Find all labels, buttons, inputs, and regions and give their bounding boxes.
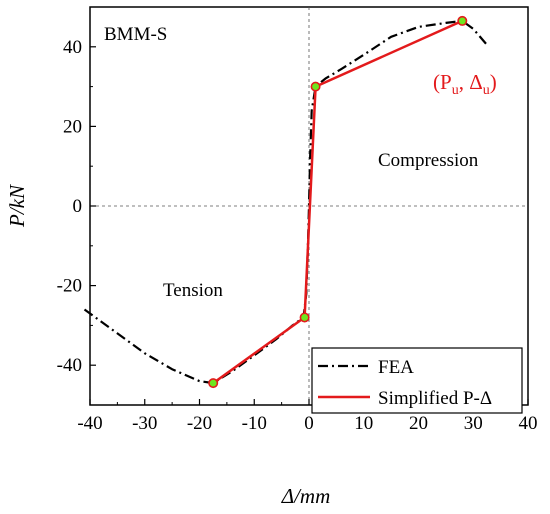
legend: FEA Simplified P-Δ — [311, 347, 523, 414]
peak-point-label: (Pu, Δu) — [433, 70, 497, 98]
peak-label-open: (P — [433, 70, 452, 94]
peak-label-sep: , Δ — [459, 70, 483, 94]
peak-label-sub2: u — [483, 83, 490, 98]
x-tick-label: -40 — [77, 413, 102, 434]
key-point-marker — [457, 15, 468, 26]
legend-label-simplified: Simplified P-Δ — [378, 388, 492, 409]
compression-label: Compression — [378, 150, 479, 171]
x-tick-label: -30 — [132, 413, 157, 434]
x-tick-label: 0 — [304, 413, 314, 434]
key-point-marker — [208, 378, 219, 389]
specimen-label: BMM-S — [104, 24, 167, 45]
axis-ticks: -40 -30 -20 -10 0 10 20 30 40 -40 -20 0 20 40 — [57, 6, 538, 434]
series-simplified-line — [212, 19, 463, 385]
y-axis-title: P/kN — [5, 184, 29, 228]
legend-label-fea: FEA — [378, 357, 414, 378]
x-tick-label: -10 — [242, 413, 267, 434]
series-fea-line — [83, 19, 488, 385]
y-tick-label: 40 — [63, 37, 82, 58]
x-axis-title: Δ/mm — [281, 484, 331, 508]
y-tick-label: -20 — [57, 276, 82, 297]
tension-label: Tension — [163, 280, 223, 301]
x-tick-label: -20 — [187, 413, 212, 434]
key-points-layer — [208, 15, 468, 389]
series-layer — [83, 19, 488, 385]
key-point-marker — [310, 81, 321, 92]
legend-box — [311, 347, 523, 414]
y-tick-label: 20 — [63, 116, 82, 137]
peak-label-sub1: u — [452, 83, 459, 98]
x-tick-label: 30 — [464, 413, 483, 434]
y-tick-label: 0 — [73, 196, 83, 217]
peak-label-close: ) — [490, 70, 497, 94]
key-point-marker — [299, 312, 310, 323]
x-tick-label: 40 — [519, 413, 538, 434]
x-tick-label: 20 — [409, 413, 428, 434]
y-tick-label: -40 — [57, 355, 82, 376]
x-tick-label: 10 — [354, 413, 373, 434]
